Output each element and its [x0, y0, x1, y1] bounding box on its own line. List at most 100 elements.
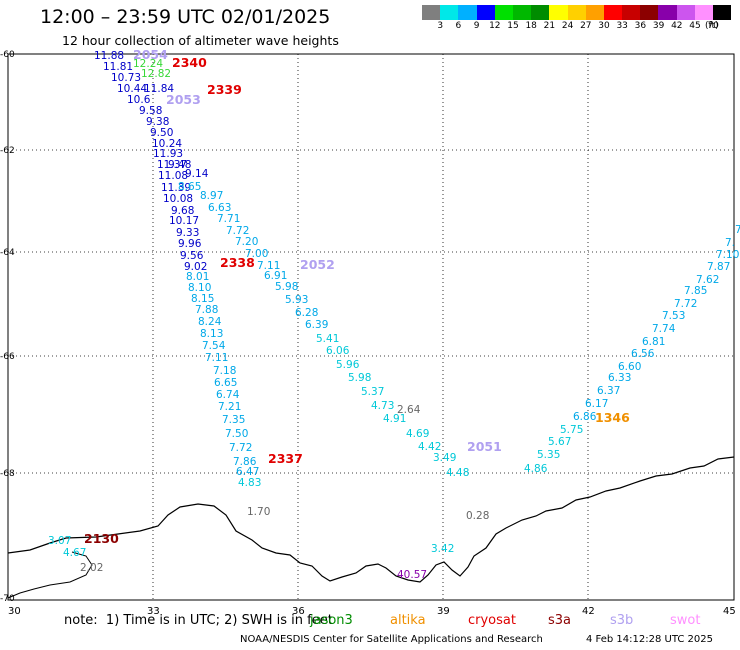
latitude-label: -60 — [0, 50, 15, 60]
wave-height-value: 7.72 — [674, 298, 698, 310]
wave-height-value: 40.57 — [397, 569, 428, 581]
generated-timestamp: 4 Feb 14:12:28 UTC 2025 — [586, 634, 713, 645]
wave-height-value: 9.50 — [150, 127, 174, 139]
wave-height-value: 4.48 — [446, 467, 470, 479]
legend-swatch — [512, 5, 532, 20]
legend-swatch — [549, 5, 568, 20]
wave-height-value: 11.93 — [153, 148, 184, 160]
antarctic-coastline-inner — [7, 551, 93, 599]
map-title: 12:00 – 23:59 UTC 02/01/2025 — [40, 6, 331, 28]
wave-height-value: 5.35 — [537, 449, 561, 461]
wave-height-value: 7.71 — [217, 213, 241, 225]
legend-swatch — [476, 5, 495, 20]
legend-swatch — [713, 5, 732, 20]
legend-tick-label: 45 — [689, 21, 701, 31]
legend-swatch — [658, 5, 677, 20]
longitude-label: 45 — [723, 606, 736, 617]
wave-height-value: 5.37 — [361, 386, 385, 398]
legend-tick-label: 21 — [543, 21, 556, 31]
wave-height-value: 9.68 — [171, 205, 195, 217]
wave-height-value: 7 — [735, 224, 740, 236]
wave-height-value: 8.13 — [200, 328, 224, 340]
satellite-legend-item: s3b — [610, 613, 634, 628]
wave-height-value: 12.24 — [133, 58, 164, 70]
legend-tick-label: 24 — [561, 21, 574, 31]
wave-height-value: 7.86 — [233, 456, 257, 468]
wave-height-value: 8.01 — [186, 271, 210, 283]
wave-height-value: 7.20 — [235, 236, 259, 248]
wave-height-value: 11.81 — [103, 61, 134, 73]
wave-height-value: 5.67 — [548, 436, 572, 448]
wave-height-value: 9.14 — [185, 168, 209, 180]
wave-height-value: 7.53 — [662, 310, 686, 322]
wave-height-value: 8.15 — [191, 293, 215, 305]
legend-swatch — [494, 5, 513, 20]
color-legend — [422, 5, 732, 20]
latitude-label: -70 — [0, 594, 15, 604]
longitude-label: 30 — [8, 606, 21, 617]
pass-time-label: 1346 — [595, 410, 630, 425]
wave-height-value: 10.08 — [163, 193, 194, 205]
wave-height-value: 12.82 — [141, 68, 172, 80]
wave-height-value: 6.86 — [573, 411, 597, 423]
wave-height-value: 8.24 — [198, 316, 222, 328]
wave-height-value: 5.96 — [336, 359, 360, 371]
wave-height-value: 6.56 — [631, 348, 655, 360]
wave-height-value: 4.91 — [383, 413, 407, 425]
wave-height-value: 3.42 — [431, 543, 455, 555]
wave-height-value: 6.06 — [326, 345, 350, 357]
wave-height-value: 8.10 — [188, 282, 212, 294]
wave-height-value: 7.10 — [716, 249, 740, 261]
legend-tick-label: 15 — [507, 21, 519, 31]
legend-swatch — [567, 5, 586, 20]
wave-height-value: 8.97 — [200, 190, 224, 202]
satellite-legend-item: s3a — [548, 613, 572, 628]
legend-tick-label: 27 — [580, 21, 592, 31]
wave-height-value: 2.64 — [397, 404, 421, 416]
legend-tick-label: 3 — [437, 21, 444, 31]
wave-height-value: 0.28 — [466, 510, 490, 522]
satellite-legend-item: altika — [390, 613, 426, 628]
wave-height-value: 10.73 — [111, 72, 142, 84]
pass-time-label: 2054 — [133, 47, 168, 62]
wave-height-value: 6.91 — [264, 270, 288, 282]
pass-time-label: 2338 — [220, 255, 255, 270]
wave-height-value: 9.48 — [168, 159, 192, 171]
legend-swatch — [422, 5, 441, 20]
map-subtitle: 12 hour collection of altimeter wave hei… — [62, 33, 339, 48]
wave-height-value: 11.88 — [94, 50, 125, 62]
wave-height-value: 5.41 — [316, 333, 340, 345]
pass-time-label: 2339 — [207, 82, 242, 97]
legend-swatch — [694, 5, 713, 20]
wave-height-value: 7.54 — [202, 340, 226, 352]
wave-height-value: 3.49 — [433, 452, 457, 464]
wave-height-value: 1.70 — [247, 506, 271, 518]
wave-height-value: 7.35 — [222, 414, 246, 426]
wave-height-value: 11.39 — [161, 182, 192, 194]
pass-time-label: 2053 — [166, 92, 201, 107]
wave-height-value: 9.56 — [180, 250, 204, 262]
wave-height-value: 9.33 — [176, 227, 200, 239]
legend-swatch — [585, 5, 604, 20]
wave-height-value: 6.81 — [642, 336, 666, 348]
legend-tick-label: 36 — [634, 21, 647, 31]
pass-time-label: 2051 — [467, 439, 502, 454]
wave-height-value: 6.47 — [236, 466, 260, 478]
legend-tick-label: 9 — [473, 21, 480, 31]
wave-height-value: 7.11 — [205, 352, 229, 364]
wave-height-value: 10.44 — [117, 83, 148, 95]
legend-swatch — [676, 5, 695, 20]
wave-height-value: 4.73 — [371, 400, 395, 412]
legend-swatch — [622, 5, 641, 20]
legend-swatch — [640, 5, 659, 20]
wave-height-value: 10.17 — [169, 215, 200, 227]
legend-tick-label: 12 — [489, 21, 501, 31]
wave-height-value: 4.86 — [524, 463, 548, 475]
wave-height-value: 6.63 — [208, 202, 232, 214]
wave-height-value: 7.85 — [684, 285, 708, 297]
legend-swatch — [603, 5, 623, 20]
wave-height-value: 5.75 — [560, 424, 584, 436]
wave-height-value: 4.69 — [406, 428, 430, 440]
legend-units: (ft) — [705, 21, 719, 31]
wave-height-value: 7.72 — [229, 442, 253, 454]
